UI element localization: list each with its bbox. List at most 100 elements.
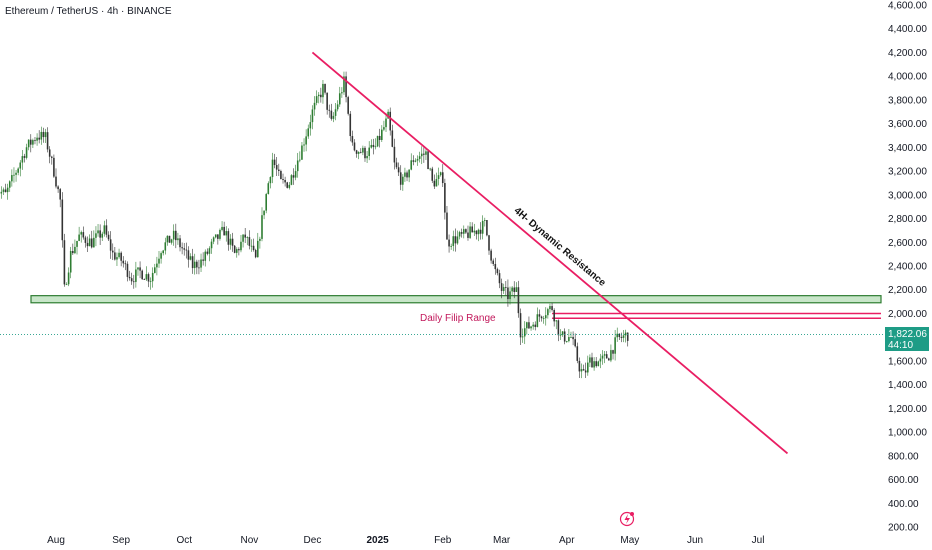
candle-body — [542, 318, 545, 320]
candle-body — [265, 194, 267, 211]
candle-body — [309, 122, 312, 129]
candle-body — [492, 260, 495, 264]
candle-body — [240, 241, 242, 251]
candle-body — [603, 354, 606, 356]
candle-body — [570, 336, 572, 338]
candle-body — [290, 175, 293, 185]
candle-body — [191, 256, 194, 269]
candle-body — [345, 76, 347, 98]
candle-body — [55, 176, 57, 187]
candle-body — [563, 331, 566, 342]
candle-body — [378, 135, 381, 140]
candle-body — [202, 259, 204, 261]
candle-body — [555, 320, 558, 322]
candle-body — [618, 333, 621, 337]
y-tick-label: 2,000.00 — [888, 309, 927, 320]
candle-body — [336, 104, 339, 110]
candle-body — [515, 287, 518, 292]
candle-body — [160, 253, 162, 259]
lightning-icon[interactable] — [619, 511, 635, 527]
y-tick-label: 800.00 — [888, 451, 919, 462]
candle-body — [574, 339, 576, 347]
candle-body — [299, 159, 301, 161]
candle-body — [29, 139, 32, 145]
candle-body — [296, 160, 299, 172]
candle-body — [343, 76, 345, 93]
candle-body — [370, 144, 373, 148]
bar-countdown: 44:10 — [888, 340, 914, 351]
candle-body — [528, 322, 530, 329]
candle-body — [88, 238, 91, 247]
candle-body — [389, 111, 392, 131]
candle-body — [526, 322, 528, 329]
candle-body — [320, 94, 322, 98]
candle-body — [278, 169, 280, 171]
candle-body — [103, 225, 106, 234]
candle-body — [206, 251, 209, 254]
candle-body — [479, 229, 482, 234]
candle-body — [538, 314, 541, 317]
candle-body — [139, 267, 141, 271]
x-tick-label: Dec — [304, 535, 322, 546]
candle-body — [137, 267, 139, 270]
candle-body — [595, 361, 598, 367]
candle-body — [521, 336, 524, 338]
candle-body — [593, 361, 595, 368]
candle-body — [393, 146, 396, 163]
candle-body — [288, 184, 291, 188]
candle-body — [397, 167, 400, 173]
candle-body — [42, 131, 45, 138]
candle-body — [553, 310, 555, 322]
candle-body — [76, 240, 78, 247]
candle-body — [509, 291, 511, 300]
candle-body — [488, 235, 490, 251]
candle-body — [444, 183, 446, 213]
x-tick-label: Jun — [687, 535, 703, 546]
candle-body — [217, 234, 219, 239]
candle-body — [90, 238, 93, 248]
candle-body — [82, 232, 85, 238]
candle-body — [441, 172, 444, 184]
candle-body — [143, 279, 146, 280]
candle-body — [235, 249, 238, 253]
candle-body — [23, 156, 26, 158]
candle-body — [242, 234, 244, 242]
candle-body — [385, 118, 387, 128]
candle-body — [214, 234, 217, 238]
candle-body — [63, 240, 66, 285]
x-tick-label: Feb — [434, 535, 452, 546]
candle-body — [307, 128, 310, 137]
candle-body — [250, 245, 253, 247]
candle-body — [59, 189, 62, 200]
candle-body — [135, 269, 137, 282]
candle-body — [519, 313, 522, 338]
candle-body — [189, 256, 192, 260]
candle-body — [301, 145, 303, 160]
candle-body — [280, 170, 282, 180]
x-tick-label: Aug — [47, 535, 65, 546]
candle-body — [416, 158, 419, 161]
candle-body — [198, 267, 200, 269]
candle-body — [402, 176, 404, 185]
candle-body — [620, 336, 623, 338]
candle-body — [15, 172, 17, 175]
x-tick-label: Oct — [176, 535, 192, 546]
x-tick-label: Mar — [493, 535, 511, 546]
candle-body — [254, 250, 257, 258]
candle-body — [486, 220, 488, 236]
candle-body — [11, 175, 13, 182]
candle-body — [282, 179, 284, 180]
last-price-value: 1,822.06 — [888, 329, 927, 340]
candle-body — [32, 140, 34, 145]
candle-body — [420, 153, 423, 157]
candle-body — [17, 168, 19, 173]
candle-body — [151, 272, 154, 282]
candle-body — [544, 315, 547, 319]
candle-body — [271, 159, 274, 178]
candle-body — [456, 236, 459, 244]
candle-body — [181, 247, 183, 249]
candle-body — [175, 230, 177, 241]
candle-body — [471, 226, 473, 233]
candle-body — [124, 263, 127, 265]
